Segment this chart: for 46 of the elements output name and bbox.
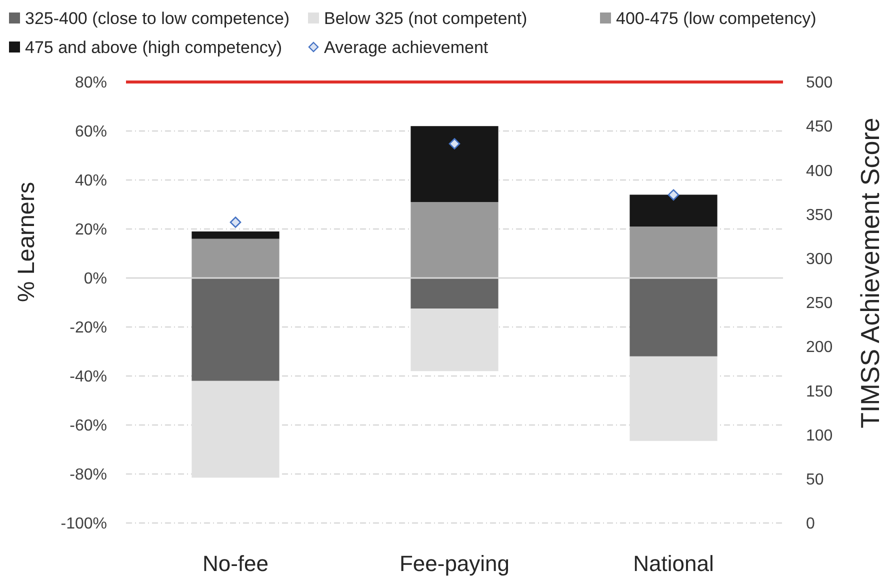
y2-tick-label: 300	[806, 251, 833, 268]
bar	[410, 126, 498, 202]
y-tick-label: -100%	[60, 516, 107, 533]
bar	[192, 380, 280, 478]
y2-tick-label: 500	[806, 74, 833, 92]
y2-tick-label: 200	[806, 339, 833, 356]
legend-label: Below 325 (not competent)	[324, 8, 528, 28]
bar	[410, 202, 498, 278]
y2-tick-label: 400	[806, 162, 833, 180]
bar	[630, 356, 718, 441]
y2-tick-label: 150	[806, 383, 833, 400]
legend-label: 400-475 (low competency)	[616, 8, 816, 28]
y-axis-title: % Learners	[13, 182, 39, 302]
y2-tick-label: 250	[806, 295, 833, 312]
bar	[192, 231, 280, 239]
y2-tick-label: 100	[806, 427, 833, 444]
legend-label: Average achievement	[324, 38, 488, 57]
point	[230, 216, 242, 228]
legend-label: 325-400 (close to low competence)	[25, 8, 290, 28]
point	[668, 189, 680, 201]
y2-tick-label: 0	[806, 516, 815, 533]
y-tick-label: 40%	[74, 172, 107, 190]
bar	[630, 194, 718, 227]
point	[448, 138, 460, 150]
bar	[192, 278, 280, 381]
x-tick-label: National	[633, 551, 714, 576]
x-tick-label: Fee-paying	[399, 551, 510, 576]
y2-axis-title: TIMSS Achievement Score	[855, 118, 883, 428]
y-tick-label: 80%	[74, 74, 107, 92]
y-tick-label: -40%	[70, 368, 107, 386]
x-tick-label: No-fee	[202, 551, 269, 576]
y-tick-label: 60%	[74, 124, 107, 141]
bar	[410, 278, 498, 309]
bar	[192, 238, 280, 278]
y-tick-label: 20%	[74, 222, 107, 239]
y-tick-label: -20%	[70, 320, 107, 337]
legend-label: 475 and above (high competency)	[25, 38, 282, 57]
y2-tick-label: 350	[806, 206, 833, 224]
y-tick-label: -60%	[70, 418, 107, 435]
bar	[630, 226, 718, 278]
y2-tick-label: 450	[806, 118, 833, 136]
y-tick-label: 0%	[84, 270, 107, 288]
y-tick-label: -80%	[70, 466, 107, 484]
y2-tick-label: 50	[806, 472, 824, 488]
bar	[410, 308, 498, 372]
bar	[630, 278, 718, 356]
